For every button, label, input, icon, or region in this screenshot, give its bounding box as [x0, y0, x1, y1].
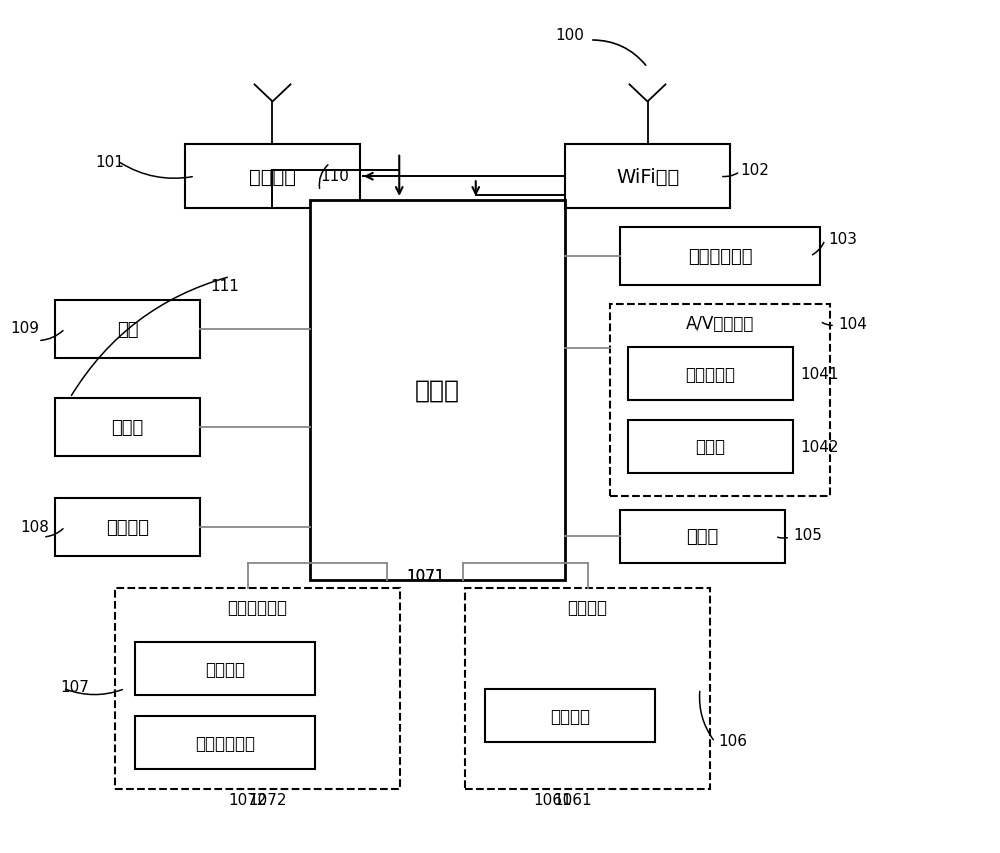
Text: 用户输入单元: 用户输入单元 [228, 598, 288, 617]
Bar [55, 398, 200, 456]
Bar [628, 421, 793, 473]
Bar [310, 200, 565, 580]
Text: 麦克风: 麦克风 [696, 438, 726, 456]
Bar [135, 717, 315, 769]
Text: 1041: 1041 [800, 366, 838, 381]
Text: 109: 109 [10, 321, 39, 336]
Bar [620, 228, 820, 286]
Bar [610, 305, 830, 496]
Bar [55, 498, 200, 556]
Text: 显示面板: 显示面板 [550, 706, 590, 725]
Text: 104: 104 [838, 316, 867, 332]
Text: 102: 102 [740, 163, 769, 178]
Bar [185, 145, 360, 209]
Text: 音频输出单元: 音频输出单元 [688, 247, 752, 266]
Text: 108: 108 [20, 519, 49, 535]
Text: 显示单元: 显示单元 [568, 598, 608, 617]
Text: 101: 101 [95, 154, 124, 170]
Text: 电源: 电源 [117, 320, 138, 339]
Text: WiFi模块: WiFi模块 [616, 167, 679, 187]
Bar [565, 145, 730, 209]
Text: 105: 105 [793, 527, 822, 543]
Text: 触控面板: 触控面板 [205, 659, 245, 678]
Text: 111: 111 [210, 278, 239, 293]
Text: 处理器: 处理器 [415, 378, 460, 403]
Text: 射频单元: 射频单元 [249, 167, 296, 187]
Text: 103: 103 [828, 231, 857, 247]
Text: 1072: 1072 [229, 792, 267, 807]
Text: 1071: 1071 [406, 568, 444, 583]
Bar [135, 642, 315, 695]
Text: 107: 107 [60, 679, 89, 694]
Bar [55, 300, 200, 358]
Text: 1072: 1072 [248, 792, 287, 807]
Text: 存储器: 存储器 [111, 418, 144, 437]
Text: 106: 106 [718, 733, 747, 748]
Text: 接口单元: 接口单元 [106, 518, 149, 537]
Text: 传感器: 传感器 [686, 527, 719, 546]
Text: 1071: 1071 [406, 568, 444, 583]
Bar [115, 589, 400, 789]
Bar [485, 689, 655, 742]
Text: 1061: 1061 [553, 792, 592, 807]
Text: 1061: 1061 [534, 792, 572, 807]
Text: A/V输入单元: A/V输入单元 [686, 314, 754, 333]
Text: 图形处理器: 图形处理器 [686, 365, 736, 384]
Bar [628, 348, 793, 401]
Bar [465, 589, 710, 789]
Text: 100: 100 [556, 28, 584, 44]
Text: 其他输入设备: 其他输入设备 [195, 734, 255, 752]
Text: 110: 110 [320, 169, 349, 184]
Bar [620, 510, 785, 563]
Text: 1042: 1042 [800, 439, 838, 455]
